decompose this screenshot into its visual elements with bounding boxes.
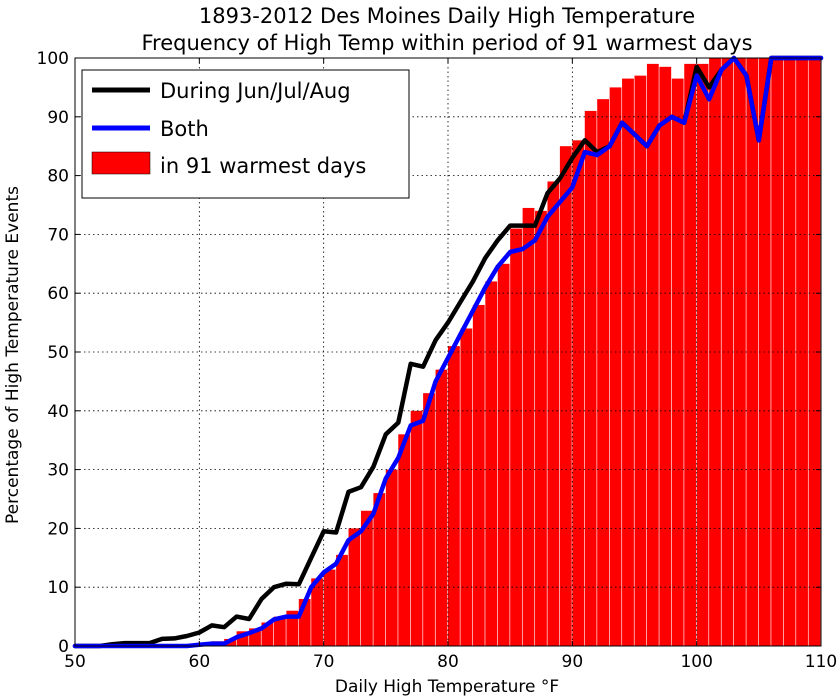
y-tick-label-90: 90 bbox=[47, 108, 69, 128]
bar-85 bbox=[510, 228, 522, 646]
y-tick-label-100: 100 bbox=[37, 49, 69, 69]
bar-86 bbox=[522, 207, 535, 646]
legend-label-warmest: in 91 warmest days bbox=[160, 154, 366, 178]
bar-93 bbox=[609, 87, 622, 646]
bar-89 bbox=[559, 146, 572, 646]
bar-94 bbox=[622, 78, 634, 646]
bar-97 bbox=[659, 66, 672, 646]
bar-78 bbox=[423, 393, 435, 646]
chart-subtitle: Frequency of High Temp within period of … bbox=[141, 31, 752, 55]
bar-107 bbox=[783, 58, 796, 646]
bar-80 bbox=[448, 346, 460, 646]
bar-96 bbox=[646, 63, 659, 646]
bar-98 bbox=[671, 78, 684, 646]
bar-63 bbox=[236, 631, 249, 646]
bar-77 bbox=[410, 410, 423, 646]
x-tick-label-50: 50 bbox=[64, 652, 86, 672]
x-tick-label-110: 110 bbox=[805, 652, 837, 672]
bar-65 bbox=[261, 622, 274, 646]
y-tick-label-10: 10 bbox=[47, 578, 69, 598]
bar-76 bbox=[398, 434, 411, 646]
legend-label-both: Both bbox=[160, 117, 209, 141]
y-tick-label-20: 20 bbox=[47, 519, 69, 539]
series-line-jun-jul-aug bbox=[72, 55, 824, 649]
bar-99 bbox=[684, 63, 697, 646]
bar-75 bbox=[385, 469, 398, 646]
bar-90 bbox=[572, 140, 585, 646]
bar-108 bbox=[796, 58, 808, 646]
y-tick-label-40: 40 bbox=[47, 402, 69, 422]
bar-79 bbox=[435, 369, 448, 646]
bar-87 bbox=[535, 210, 547, 646]
bar-83 bbox=[485, 281, 498, 646]
y-tick-label-30: 30 bbox=[47, 461, 69, 481]
bar-102 bbox=[721, 58, 734, 646]
y-tick-label-0: 0 bbox=[58, 637, 69, 657]
bar-95 bbox=[634, 75, 647, 646]
x-tick-label-100: 100 bbox=[680, 652, 712, 672]
bar-91 bbox=[584, 110, 597, 647]
chart-title: 1893-2012 Des Moines Daily High Temperat… bbox=[199, 4, 695, 28]
bar-74 bbox=[373, 493, 386, 646]
x-tick-label-80: 80 bbox=[437, 652, 459, 672]
bar-68 bbox=[298, 598, 311, 646]
bar-104 bbox=[746, 58, 759, 646]
bar-84 bbox=[497, 263, 510, 646]
y-tick-label-80: 80 bbox=[47, 167, 69, 187]
y-axis-label: Percentage of High Temperature Events bbox=[3, 186, 23, 524]
bar-64 bbox=[249, 628, 261, 646]
x-tick-label-70: 70 bbox=[313, 652, 335, 672]
legend: During Jun/Jul/Aug Both in 91 warmest da… bbox=[81, 69, 410, 199]
legend-label-jja: During Jun/Jul/Aug bbox=[160, 79, 351, 103]
bar-92 bbox=[597, 99, 610, 646]
y-tick-label-50: 50 bbox=[47, 343, 69, 363]
bar-88 bbox=[547, 181, 560, 647]
bar-73 bbox=[360, 510, 373, 646]
y-tick-label-60: 60 bbox=[47, 284, 69, 304]
y-tick-label-70: 70 bbox=[47, 225, 69, 245]
bar-82 bbox=[472, 304, 485, 646]
bar-70 bbox=[323, 569, 336, 646]
x-axis-label: Daily High Temperature °F bbox=[335, 677, 559, 697]
bar-67 bbox=[286, 610, 299, 646]
bar-66 bbox=[273, 616, 286, 646]
bar-71 bbox=[336, 554, 348, 646]
ticks-layer: 50 60 70 80 90 100 110 0 10 20 30 40 50 60 70 80 90 100 bbox=[37, 49, 838, 672]
x-tick-label-60: 60 bbox=[189, 652, 211, 672]
legend-swatch-warmest bbox=[91, 151, 151, 175]
bar-81 bbox=[460, 328, 473, 646]
bar-103 bbox=[733, 58, 746, 646]
grid-layer bbox=[75, 58, 821, 646]
bar-100 bbox=[696, 63, 709, 646]
bar-69 bbox=[311, 578, 324, 646]
x-tick-label-90: 90 bbox=[562, 652, 584, 672]
